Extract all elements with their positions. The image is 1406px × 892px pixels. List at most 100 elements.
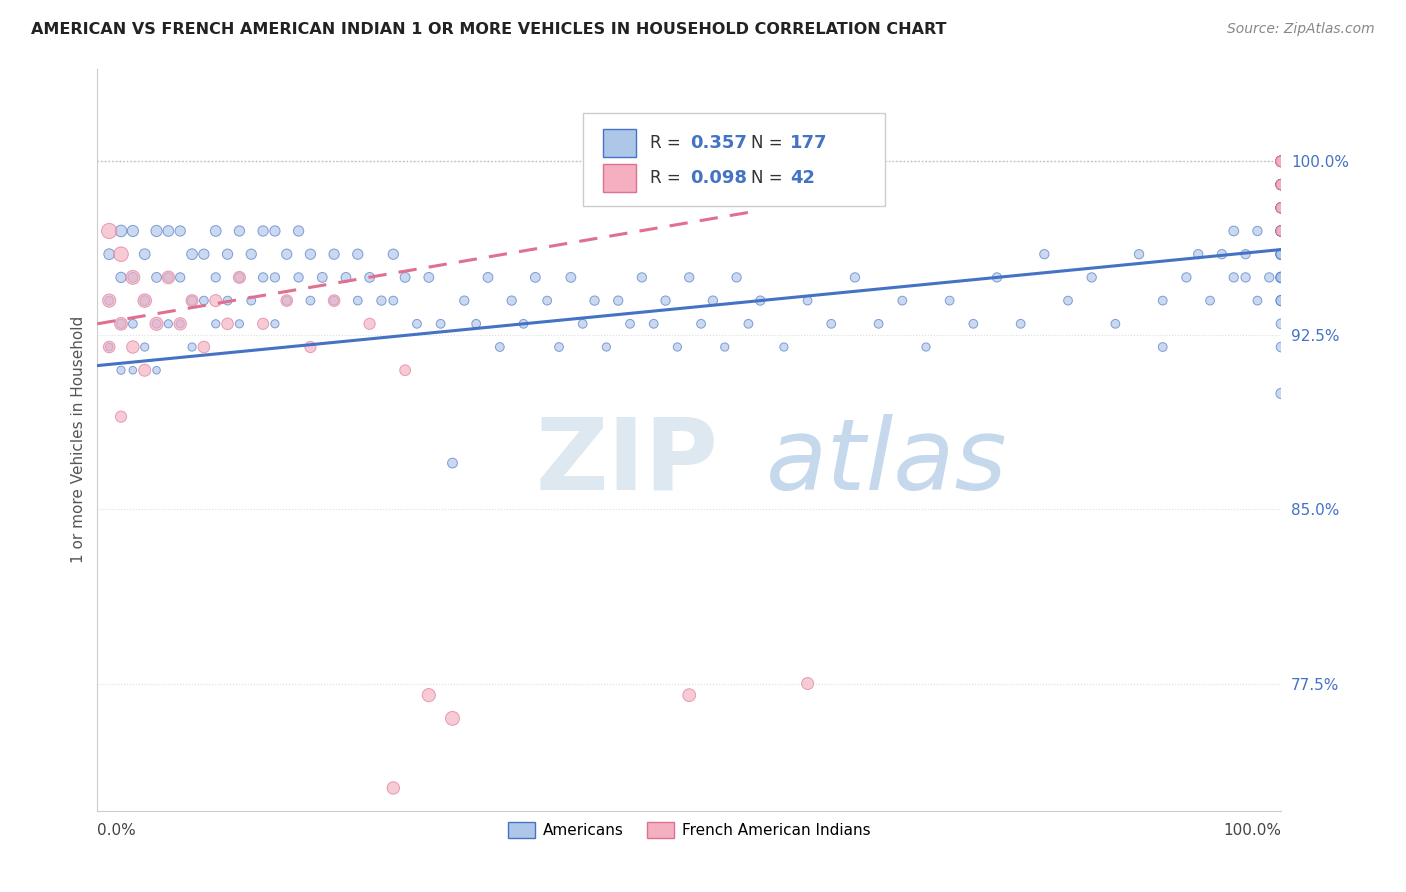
Point [418, 270, 440, 285]
Point [1270, 178, 1292, 192]
Point [571, 317, 593, 331]
Point [110, 224, 132, 238]
Point [441, 456, 464, 470]
Point [1270, 154, 1292, 169]
Point [713, 340, 735, 354]
Point [1270, 154, 1292, 169]
Point [98, 224, 121, 238]
Point [418, 688, 440, 702]
Point [1270, 224, 1292, 238]
Point [1270, 178, 1292, 192]
Point [1270, 178, 1292, 192]
Point [98, 247, 121, 261]
Point [1270, 201, 1292, 215]
Point [346, 293, 368, 308]
Point [1152, 293, 1174, 308]
Point [1270, 154, 1292, 169]
Point [1270, 154, 1292, 169]
Point [1270, 201, 1292, 215]
Point [181, 340, 204, 354]
Point [1270, 178, 1292, 192]
Text: 42: 42 [790, 169, 815, 186]
Point [181, 293, 204, 308]
Point [1270, 247, 1292, 261]
Point [1234, 247, 1257, 261]
Point [962, 317, 984, 331]
Point [264, 317, 287, 331]
Point [1270, 270, 1292, 285]
Point [276, 293, 298, 308]
Point [1270, 154, 1292, 169]
Point [134, 293, 156, 308]
Point [631, 270, 654, 285]
Point [299, 247, 322, 261]
Point [228, 317, 250, 331]
Point [1270, 247, 1292, 261]
Point [796, 676, 818, 690]
Point [1270, 224, 1292, 238]
Point [217, 317, 239, 331]
Point [891, 293, 914, 308]
Point [654, 293, 676, 308]
FancyBboxPatch shape [603, 163, 636, 192]
Point [323, 293, 346, 308]
Point [1270, 270, 1292, 285]
Point [228, 224, 250, 238]
Point [169, 224, 191, 238]
Point [1270, 154, 1292, 169]
Point [145, 317, 167, 331]
Text: 177: 177 [790, 134, 827, 152]
Point [725, 270, 748, 285]
Point [524, 270, 547, 285]
Point [1270, 154, 1292, 169]
Point [702, 293, 724, 308]
Point [145, 224, 167, 238]
Point [1187, 247, 1209, 261]
FancyBboxPatch shape [582, 113, 884, 206]
Point [1270, 201, 1292, 215]
Point [1270, 154, 1292, 169]
Point [252, 224, 274, 238]
Point [796, 293, 818, 308]
Point [276, 247, 298, 261]
Point [1270, 154, 1292, 169]
Point [1080, 270, 1102, 285]
Point [844, 270, 866, 285]
Point [406, 317, 429, 331]
Y-axis label: 1 or more Vehicles in Household: 1 or more Vehicles in Household [72, 317, 86, 564]
Point [1270, 178, 1292, 192]
Point [217, 247, 239, 261]
Point [335, 270, 357, 285]
Point [98, 340, 121, 354]
Text: 0.357: 0.357 [690, 134, 747, 152]
Text: R =: R = [650, 169, 686, 186]
Point [98, 340, 121, 354]
Point [1222, 224, 1244, 238]
Point [1270, 224, 1292, 238]
Point [287, 270, 309, 285]
Point [110, 247, 132, 261]
Point [134, 340, 156, 354]
Point [1270, 201, 1292, 215]
Point [512, 317, 534, 331]
Point [1057, 293, 1080, 308]
Point [441, 711, 464, 725]
Point [548, 340, 571, 354]
Point [110, 409, 132, 424]
Point [536, 293, 558, 308]
Text: atlas: atlas [766, 414, 1008, 510]
Point [583, 293, 606, 308]
Point [98, 293, 121, 308]
Text: N =: N = [751, 169, 787, 186]
Point [1270, 154, 1292, 169]
Text: Source: ZipAtlas.com: Source: ZipAtlas.com [1227, 22, 1375, 37]
Point [643, 317, 665, 331]
Point [1270, 178, 1292, 192]
Point [1270, 270, 1292, 285]
Point [264, 270, 287, 285]
Point [1270, 201, 1292, 215]
Point [370, 293, 392, 308]
Text: 0.098: 0.098 [690, 169, 748, 186]
Point [1270, 154, 1292, 169]
Point [1199, 293, 1222, 308]
